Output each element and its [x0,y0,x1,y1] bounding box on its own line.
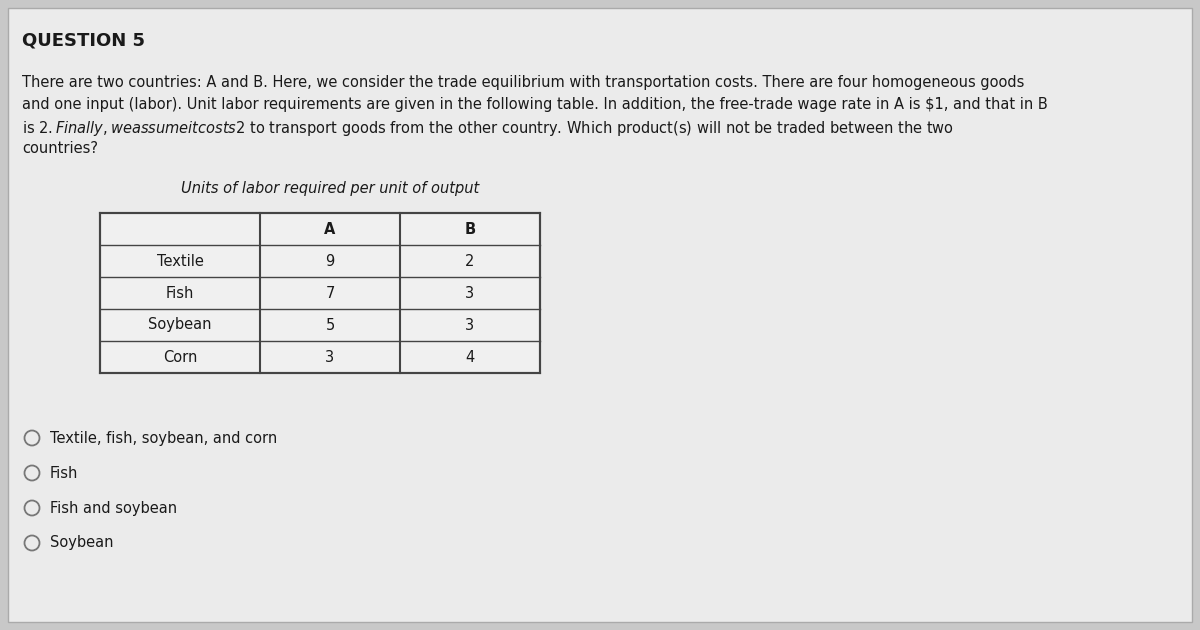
Text: A: A [324,222,336,236]
Text: Units of labor required per unit of output: Units of labor required per unit of outp… [181,181,479,196]
Text: 7: 7 [325,285,335,301]
Text: Textile: Textile [156,253,204,268]
Text: countries?: countries? [22,141,98,156]
Text: Soybean: Soybean [50,536,114,551]
Text: is $2. Finally, we assume it costs $2 to transport goods from the other country.: is $2. Finally, we assume it costs $2 to… [22,119,954,138]
Text: QUESTION 5: QUESTION 5 [22,32,145,50]
Text: B: B [464,222,475,236]
Text: 2: 2 [466,253,475,268]
FancyBboxPatch shape [100,213,540,373]
Text: There are two countries: A and B. Here, we consider the trade equilibrium with t: There are two countries: A and B. Here, … [22,75,1025,90]
Text: Fish and soybean: Fish and soybean [50,500,178,515]
FancyBboxPatch shape [8,8,1192,622]
Text: Soybean: Soybean [149,318,211,333]
Text: 3: 3 [325,350,335,365]
Text: Textile, fish, soybean, and corn: Textile, fish, soybean, and corn [50,430,277,445]
Text: 4: 4 [466,350,475,365]
Text: 3: 3 [466,318,474,333]
Text: Corn: Corn [163,350,197,365]
Text: Fish: Fish [50,466,78,481]
Text: and one input (labor). Unit labor requirements are given in the following table.: and one input (labor). Unit labor requir… [22,97,1048,112]
Text: 3: 3 [466,285,474,301]
Text: Fish: Fish [166,285,194,301]
Text: 9: 9 [325,253,335,268]
Text: 5: 5 [325,318,335,333]
